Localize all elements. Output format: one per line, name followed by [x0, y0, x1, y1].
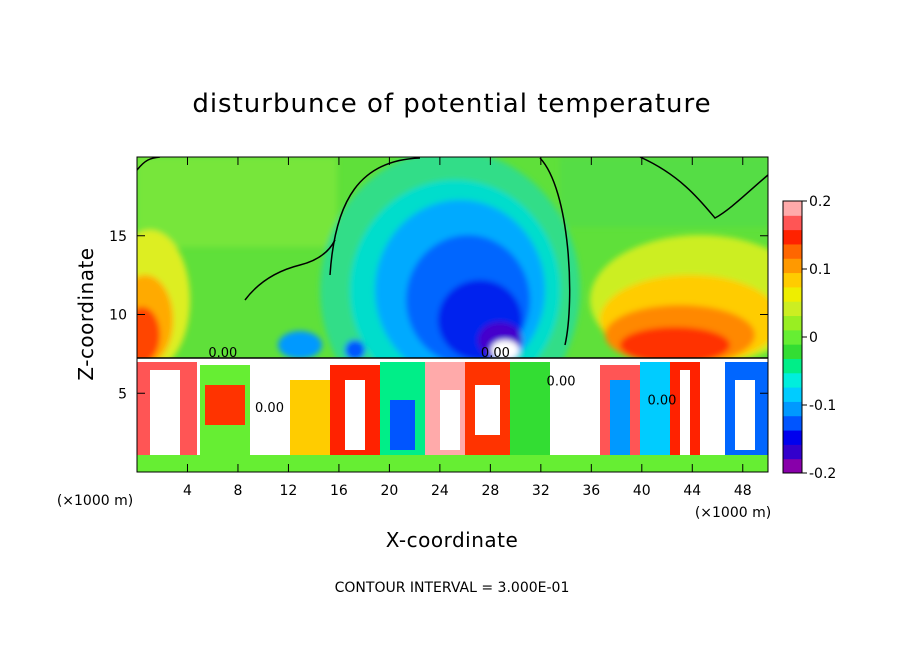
colorbar-swatch — [783, 272, 802, 288]
x-tick-label: 36 — [582, 483, 600, 499]
y-axis-label: Z-coordinate — [74, 247, 98, 380]
colorbar-tick-label: -0.2 — [809, 466, 836, 482]
y-tick-label: 5 — [118, 386, 127, 402]
y-tick-label: 15 — [109, 229, 127, 245]
y-tick-label: 10 — [109, 308, 127, 324]
colorbar-swatch — [783, 229, 802, 245]
x-axis-ticks: 4 8 12 16 20 24 28 32 36 40 44 48 — [183, 157, 752, 499]
colorbar — [782, 200, 803, 474]
colorbar-swatch — [783, 258, 802, 274]
colorbar-swatch — [783, 329, 802, 345]
x-tick-label: 4 — [183, 483, 192, 499]
colorbar-swatch — [783, 358, 802, 374]
colorbar-swatch — [783, 215, 802, 231]
heatmap-field — [137, 157, 768, 472]
contour-label: 0.00 — [255, 401, 284, 416]
x-tick-label: 20 — [380, 483, 398, 499]
colorbar-swatch — [783, 286, 802, 302]
colorbar-tick-label: -0.1 — [809, 398, 836, 414]
colorbar-tick-label: 0.1 — [809, 262, 831, 278]
chart-title: disturbunce of potential temperature — [192, 89, 711, 119]
x-unit-right: (×1000 m) — [695, 505, 771, 521]
y-axis-ticks: 5 10 15 — [109, 229, 768, 402]
x-tick-label: 40 — [633, 483, 651, 499]
colorbar-swatch — [783, 301, 802, 317]
x-tick-label: 16 — [330, 483, 348, 499]
colorbar-swatch — [783, 344, 802, 359]
contour-label: 0.00 — [547, 374, 576, 389]
x-unit-left: (×1000 m) — [57, 493, 133, 509]
colorbar-swatch — [783, 430, 802, 445]
contour-label: 0.00 — [481, 346, 510, 361]
colorbar-swatch — [783, 243, 802, 259]
contour-labels: 0.00 0.00 0.00 0.00 0.00 — [208, 346, 676, 416]
x-axis-label: X-coordinate — [386, 528, 519, 552]
x-tick-label: 48 — [734, 483, 752, 499]
colorbar-swatch — [783, 458, 802, 474]
contour-label: 0.00 — [648, 393, 677, 408]
colorbar-tick-label: 0 — [809, 330, 818, 346]
colorbar-swatch — [783, 372, 802, 388]
colorbar-ticks: 0.2 0.1 0 -0.1 -0.2 — [802, 194, 836, 482]
colorbar-swatch — [783, 201, 802, 216]
x-tick-label: 44 — [683, 483, 701, 499]
x-tick-label: 12 — [280, 483, 298, 499]
x-tick-label: 8 — [233, 483, 242, 499]
contour-label: 0.00 — [208, 346, 237, 361]
x-tick-label: 32 — [532, 483, 550, 499]
colorbar-swatch — [783, 415, 802, 431]
colorbar-swatch — [783, 401, 802, 417]
colorbar-swatch — [783, 315, 802, 331]
colorbar-swatch — [783, 444, 802, 460]
x-tick-label: 28 — [481, 483, 499, 499]
colorbar-tick-label: 0.2 — [809, 194, 831, 210]
colorbar-swatch — [783, 387, 802, 402]
x-tick-label: 24 — [431, 483, 449, 499]
contour-interval-note: CONTOUR INTERVAL = 3.000E-01 — [335, 580, 570, 596]
